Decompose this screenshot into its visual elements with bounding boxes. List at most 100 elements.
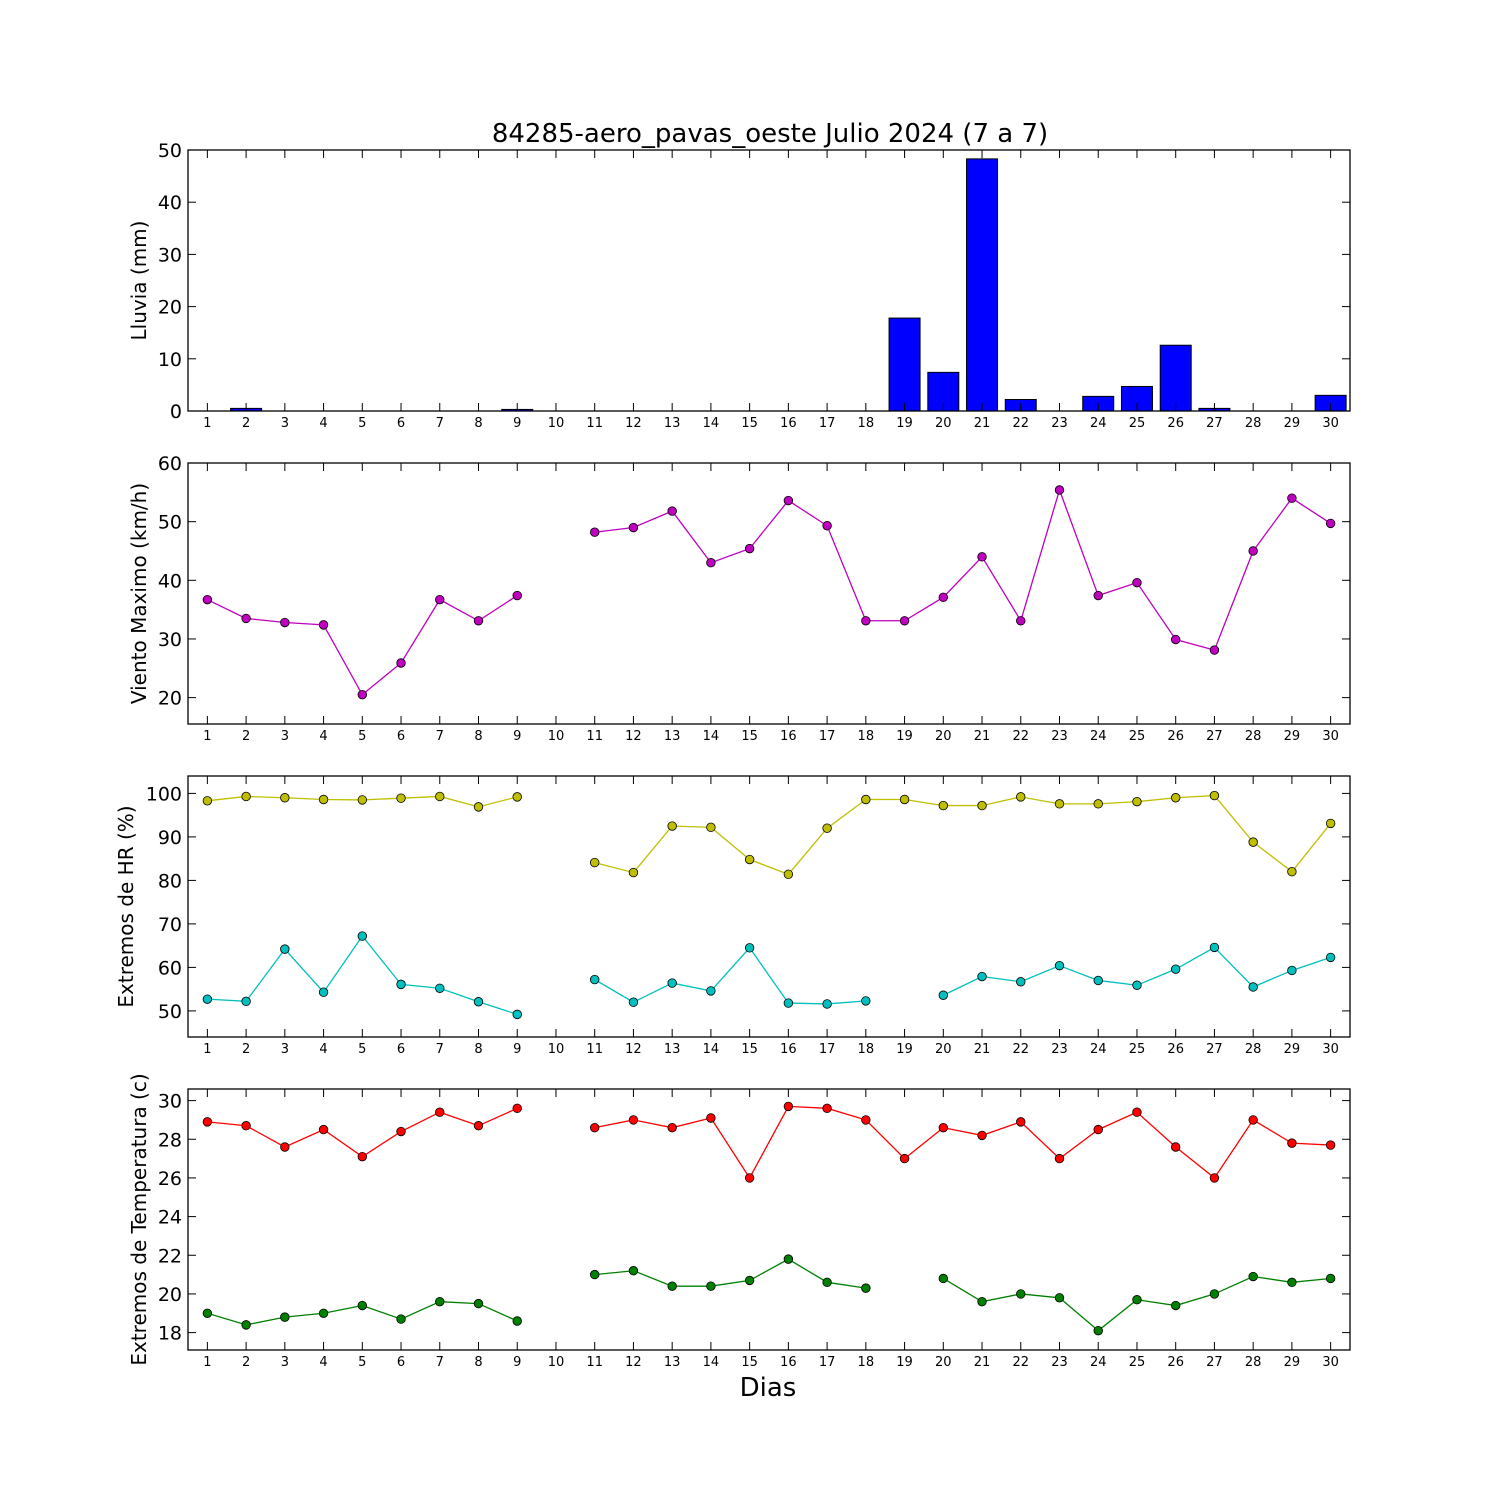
point-3-2-day-17 (823, 1000, 832, 1009)
x-tick-label: 18 (858, 416, 875, 431)
x-tick-label: 14 (703, 729, 720, 744)
x-tick-label: 30 (1322, 1042, 1339, 1057)
point-3-2-day-26 (1171, 965, 1180, 974)
point-3-1-day-30 (1326, 819, 1335, 828)
y-tick-label: 30 (158, 244, 182, 266)
point-2-1-day-11 (590, 528, 599, 537)
x-tick-label: 12 (625, 416, 642, 431)
point-3-1-day-24 (1094, 800, 1103, 809)
x-tick-label: 21 (974, 1042, 991, 1057)
point-4-1-day-21 (978, 1131, 987, 1140)
x-tick-label: 16 (780, 1355, 797, 1370)
point-3-1-day-16 (784, 870, 793, 879)
chart-title: 84285-aero_pavas_oeste Julio 2024 (7 a 7… (492, 119, 1048, 149)
point-3-1-day-1 (203, 797, 212, 806)
x-tick-label: 2 (242, 1042, 250, 1057)
point-3-2-day-23 (1055, 961, 1064, 970)
x-tick-label: 26 (1167, 416, 1184, 431)
point-2-1-day-3 (281, 618, 290, 627)
point-4-2-day-4 (319, 1309, 328, 1318)
point-4-1-day-25 (1133, 1108, 1142, 1117)
point-3-2-day-6 (397, 980, 406, 989)
point-3-1-day-20 (939, 801, 948, 810)
x-tick-label: 3 (281, 729, 289, 744)
x-tick-label: 23 (1051, 1042, 1068, 1057)
x-tick-label: 24 (1090, 1355, 1107, 1370)
y-axis-label: Viento Maximo (km/h) (127, 483, 151, 704)
point-4-1-day-6 (397, 1127, 406, 1136)
point-3-2-day-21 (978, 972, 987, 981)
point-4-1-day-26 (1171, 1143, 1180, 1152)
x-tick-label: 23 (1051, 729, 1068, 744)
x-tick-label: 26 (1167, 1042, 1184, 1057)
series-line-4-2 (207, 1259, 1330, 1331)
x-tick-label: 9 (513, 1355, 521, 1370)
x-tick-label: 9 (513, 1042, 521, 1057)
point-4-1-day-16 (784, 1102, 793, 1111)
point-4-2-day-14 (707, 1282, 716, 1291)
x-tick-label: 30 (1322, 729, 1339, 744)
x-tick-label: 18 (858, 1042, 875, 1057)
x-tick-label: 4 (319, 1042, 327, 1057)
point-4-1-day-8 (474, 1121, 483, 1130)
point-3-2-day-16 (784, 999, 793, 1008)
y-tick-label: 50 (158, 512, 182, 534)
point-4-1-day-18 (862, 1116, 871, 1125)
point-4-2-day-25 (1133, 1295, 1142, 1304)
y-tick-label: 20 (158, 1284, 182, 1306)
series-line-4-1 (207, 1106, 1330, 1178)
x-tick-label: 19 (896, 729, 913, 744)
x-tick-label: 25 (1129, 729, 1146, 744)
x-tick-label: 3 (281, 416, 289, 431)
point-3-2-day-20 (939, 991, 948, 1000)
y-axis-label: Extremos de HR (%) (114, 805, 138, 1007)
y-tick-label: 90 (158, 827, 182, 849)
x-tick-label: 27 (1206, 729, 1223, 744)
point-4-2-day-7 (435, 1297, 444, 1306)
point-3-1-day-2 (242, 792, 251, 801)
point-2-1-day-4 (319, 621, 328, 630)
x-tick-label: 14 (703, 416, 720, 431)
bar-day-26 (1160, 345, 1191, 411)
y-tick-label: 50 (158, 1001, 182, 1023)
x-tick-label: 3 (281, 1042, 289, 1057)
point-3-1-day-14 (707, 823, 716, 832)
x-tick-label: 18 (858, 1355, 875, 1370)
y-tick-label: 40 (158, 192, 182, 214)
x-tick-label: 17 (819, 729, 836, 744)
point-3-1-day-23 (1055, 800, 1064, 809)
point-3-2-day-28 (1249, 983, 1258, 992)
point-4-1-day-22 (1016, 1118, 1025, 1127)
point-3-2-day-12 (629, 998, 638, 1007)
x-tick-label: 23 (1051, 416, 1068, 431)
point-3-2-day-25 (1133, 981, 1142, 990)
point-2-1-day-9 (513, 591, 522, 600)
point-4-2-day-1 (203, 1309, 212, 1318)
point-3-1-day-19 (900, 795, 909, 804)
y-tick-label: 60 (158, 453, 182, 475)
x-tick-label: 15 (741, 729, 758, 744)
y-tick-label: 60 (158, 957, 182, 979)
point-3-2-day-5 (358, 932, 367, 941)
x-tick-label: 1 (203, 1355, 211, 1370)
x-tick-label: 7 (436, 416, 444, 431)
x-tick-label: 21 (974, 729, 991, 744)
axes-frame (188, 776, 1350, 1037)
x-tick-label: 11 (586, 416, 603, 431)
x-tick-label: 30 (1322, 1355, 1339, 1370)
y-tick-label: 22 (158, 1245, 182, 1267)
x-tick-label: 13 (664, 1355, 681, 1370)
point-2-1-day-19 (900, 616, 909, 625)
point-4-2-day-5 (358, 1301, 367, 1310)
point-4-1-day-7 (435, 1108, 444, 1117)
point-3-1-day-5 (358, 796, 367, 805)
point-4-2-day-24 (1094, 1326, 1103, 1335)
y-tick-label: 40 (158, 570, 182, 592)
x-tick-label: 8 (474, 1355, 482, 1370)
point-3-2-day-2 (242, 997, 251, 1006)
x-tick-label: 22 (1012, 729, 1029, 744)
y-tick-label: 28 (158, 1129, 182, 1151)
point-4-2-day-17 (823, 1278, 832, 1287)
point-3-1-day-4 (319, 795, 328, 804)
